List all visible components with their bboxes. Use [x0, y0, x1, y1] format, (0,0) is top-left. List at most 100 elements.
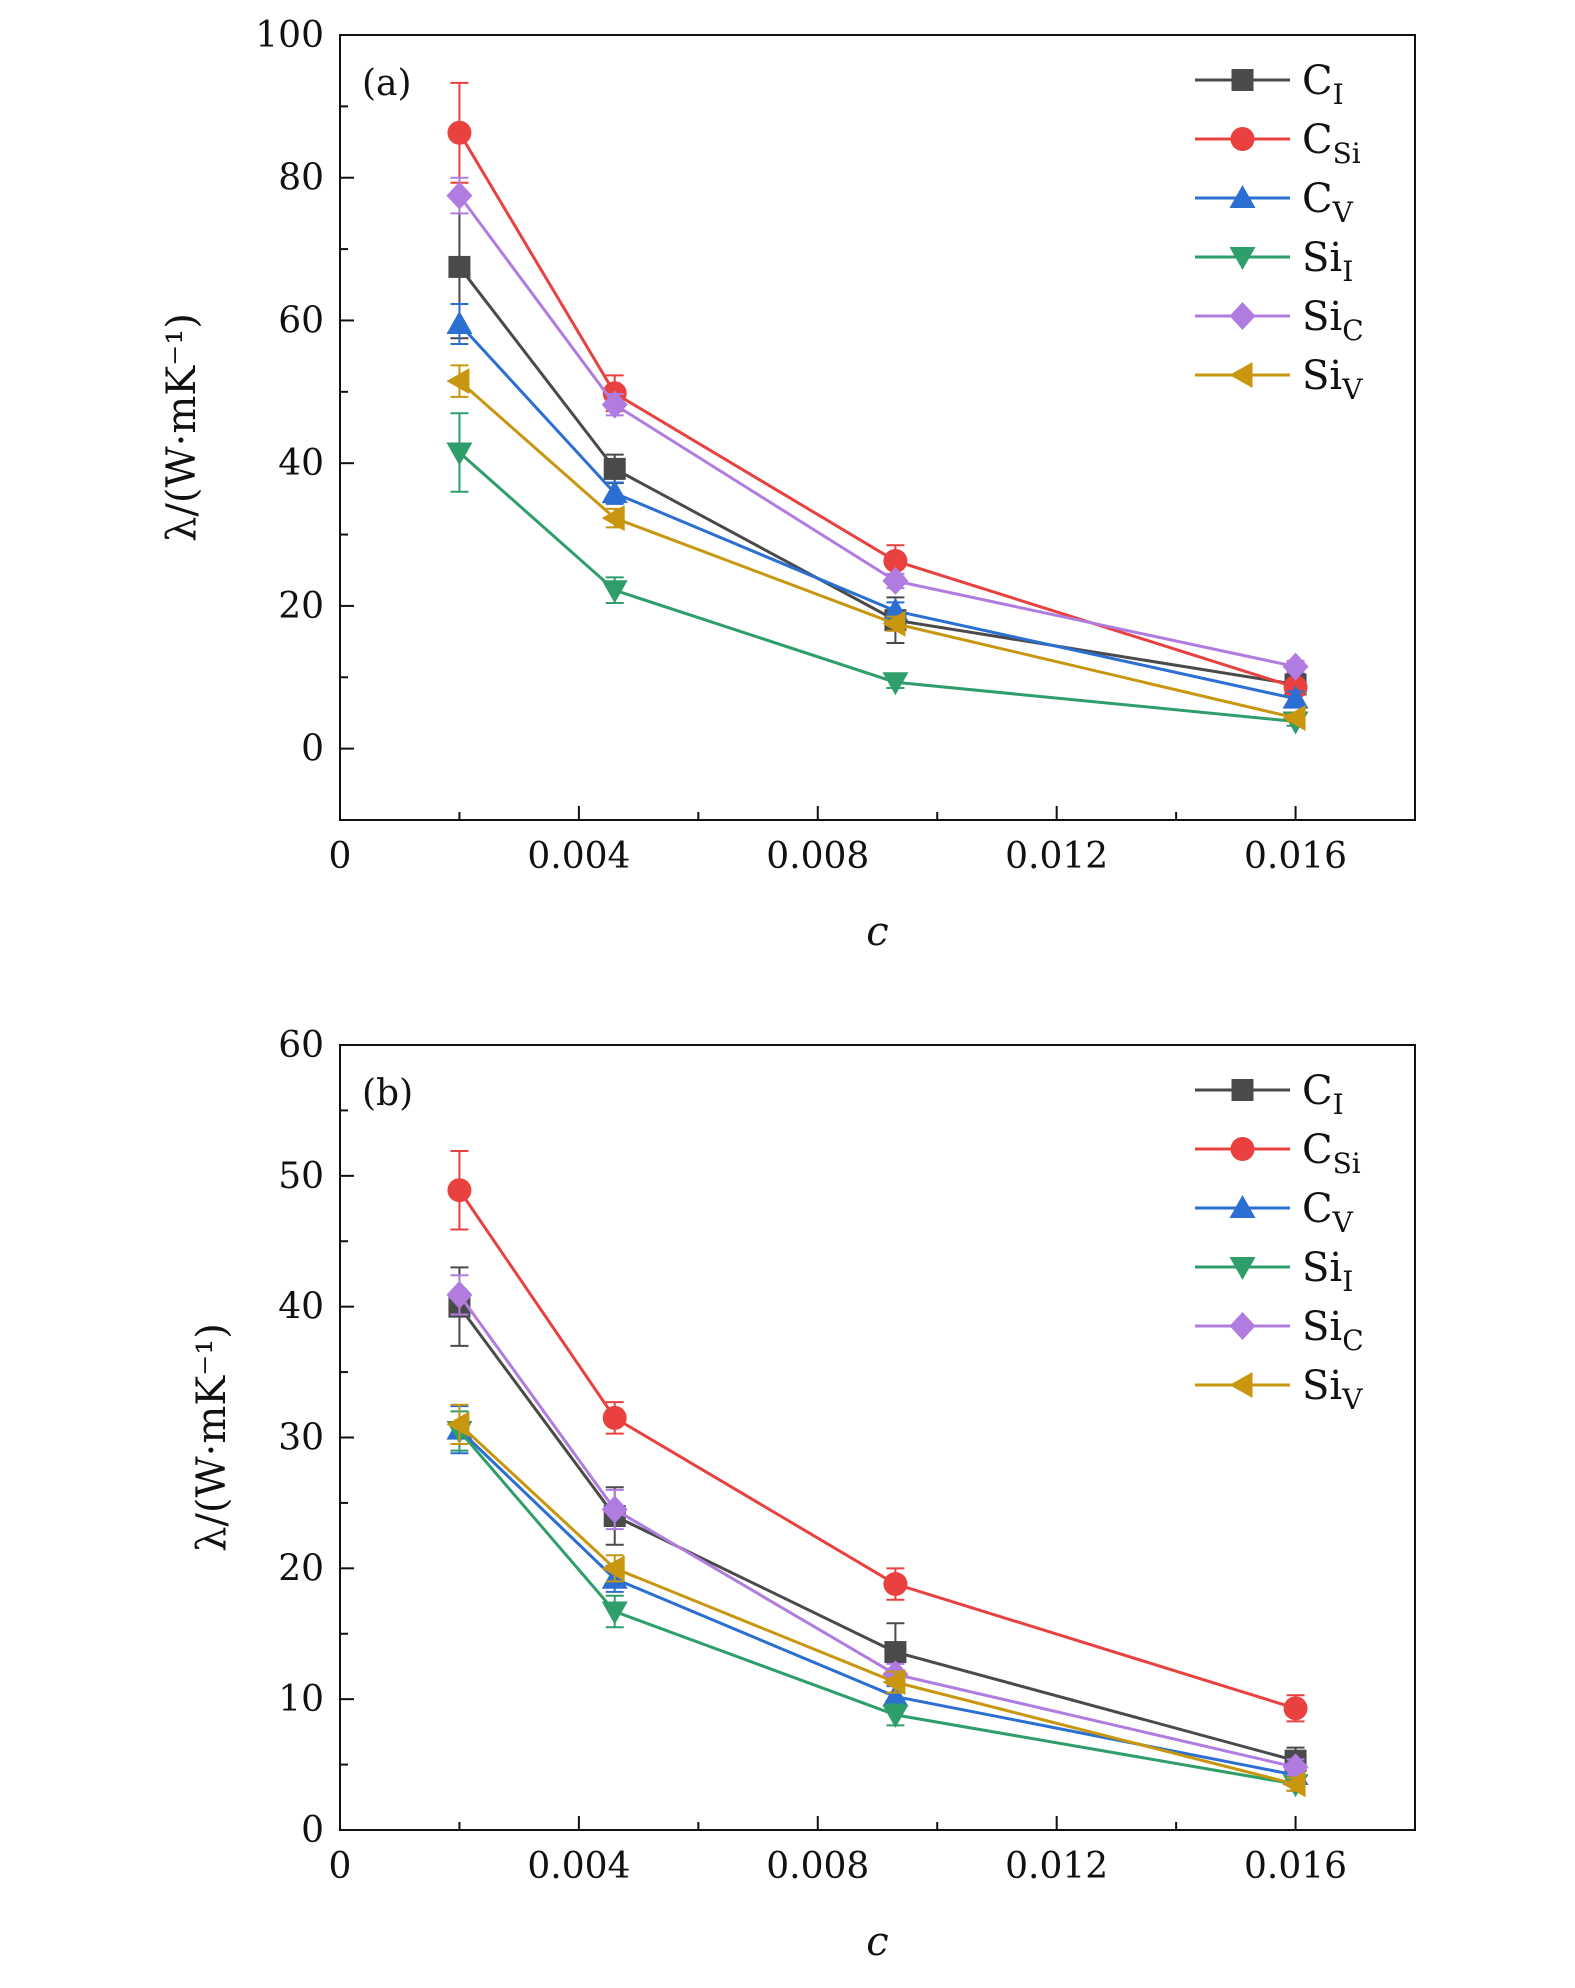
legend-label-main: C [1302, 176, 1333, 222]
x-tick-label: 0.012 [1005, 836, 1108, 877]
series-c-i [448, 1266, 1307, 1775]
legend-label: SiC [1302, 294, 1364, 347]
data-point [601, 1495, 628, 1524]
legend-item: SiV [1195, 1363, 1363, 1416]
series-si-c [446, 176, 1309, 681]
series-c-si [447, 1149, 1308, 1723]
data-point [446, 1280, 473, 1309]
y-tick-label: 10 [278, 1679, 324, 1720]
legend-label-sub: I [1342, 255, 1353, 288]
legend-label-sub: I [1333, 1088, 1344, 1121]
series-line [458, 266, 1296, 686]
legend-label: SiI [1302, 235, 1353, 288]
legend-label: CI [1302, 1068, 1344, 1121]
data-point [1283, 1696, 1308, 1721]
legend-label: SiC [1302, 1304, 1364, 1357]
y-tick-label: 80 [278, 158, 324, 199]
data-point [882, 1683, 909, 1707]
legend-label: CSi [1302, 117, 1361, 170]
legend-label-main: C [1302, 1068, 1333, 1114]
legend-label-sub: I [1333, 78, 1344, 111]
series-line [458, 1423, 1296, 1786]
legend-marker [1229, 1195, 1256, 1218]
legend-label: CSi [1302, 1127, 1361, 1180]
legend-label: CV [1302, 176, 1354, 229]
series-line [458, 1294, 1296, 1769]
data-point [601, 390, 628, 419]
legend-label-main: Si [1302, 353, 1342, 399]
series-line [458, 1305, 1296, 1763]
x-tick-label: 0.008 [766, 836, 869, 877]
data-point [601, 580, 628, 604]
series-line [458, 1189, 1297, 1710]
y-tick-label: 20 [278, 1548, 324, 1589]
legend-item: SiI [1195, 1245, 1353, 1298]
data-point [882, 610, 906, 637]
legend-label-main: Si [1302, 235, 1342, 281]
series-line [458, 194, 1296, 669]
legend-label-main: Si [1302, 1245, 1342, 1291]
legend-marker [1230, 127, 1255, 151]
data-point [883, 548, 908, 573]
legend-marker [1229, 362, 1253, 388]
data-point [603, 457, 626, 480]
x-tick-label: 0.004 [527, 1846, 630, 1887]
legend-label: CV [1302, 1186, 1354, 1239]
series-line [458, 1428, 1296, 1777]
data-point [601, 1601, 628, 1625]
data-point [601, 1555, 625, 1582]
data-point [601, 480, 628, 504]
data-point [601, 505, 625, 532]
legend-label-sub: I [1342, 1265, 1353, 1298]
series-line [458, 379, 1296, 720]
legend-label-main: Si [1302, 294, 1342, 340]
legend-item: SiC [1195, 294, 1364, 347]
legend-label: CI [1302, 58, 1344, 111]
y-tick-label: 0 [301, 729, 324, 770]
series-line [458, 323, 1296, 701]
series-c-v [446, 303, 1309, 709]
y-tick-label: 60 [278, 1025, 324, 1066]
y-tick-label: 100 [255, 15, 324, 56]
legend-label-sub: C [1342, 314, 1363, 347]
legend-label-sub: Si [1333, 137, 1361, 170]
legend-marker [1229, 185, 1256, 208]
legend-label-sub: V [1332, 196, 1354, 229]
y-tick-label: 40 [278, 443, 324, 484]
x-tick-label: 0.008 [766, 1846, 869, 1887]
legend-label-sub: V [1332, 1206, 1354, 1239]
y-tick-label: 20 [278, 586, 324, 627]
legend-marker [1231, 69, 1254, 91]
panel-label: (a) [362, 63, 412, 104]
x-axis-label: c [866, 909, 888, 955]
data-point [882, 1704, 909, 1728]
y-tick-label: 50 [278, 1156, 324, 1197]
legend-label-sub: C [1342, 1324, 1363, 1357]
series-si-i [446, 412, 1309, 735]
legend-item: CI [1195, 1068, 1344, 1121]
legend-label: SiV [1302, 353, 1363, 406]
legend-marker [1231, 1079, 1254, 1101]
legend-item: CI [1195, 58, 1344, 111]
data-point [1282, 685, 1309, 709]
series-si-v [446, 1403, 1306, 1798]
panel-label: (b) [362, 1073, 413, 1114]
legend-label-main: C [1302, 117, 1333, 163]
legend-marker [1229, 1312, 1256, 1340]
series-si-c [446, 1274, 1309, 1782]
plot-frame [339, 34, 1416, 821]
data-point [446, 181, 473, 210]
legend-label: SiI [1302, 1245, 1353, 1298]
chart-panel-b: 0 0.004 0.008 0.012 0.016 0 10 20 30 40 50 60 c λ/(W·… [189, 1025, 1416, 1965]
data-point [602, 1405, 627, 1430]
series-c-i [448, 194, 1307, 697]
x-tick-label: 0 [329, 836, 352, 877]
series-c-si [447, 81, 1308, 700]
legend-label-sub: Si [1333, 1147, 1361, 1180]
data-point [446, 368, 470, 395]
data-point [884, 1641, 907, 1664]
legend-label-main: C [1302, 1127, 1333, 1173]
data-point [1282, 652, 1309, 681]
